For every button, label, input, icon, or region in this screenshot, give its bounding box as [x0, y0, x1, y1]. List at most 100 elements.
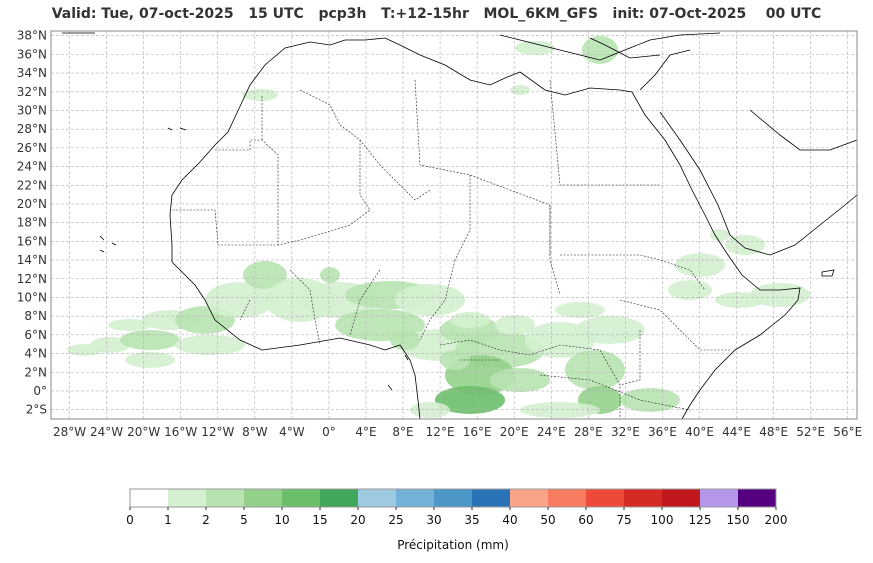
coastline-segment — [749, 109, 858, 151]
coastlines — [62, 32, 858, 420]
lon-tick-label: 8°E — [392, 425, 413, 439]
lat-tick-label: 20°N — [17, 197, 47, 211]
colorbar-outline — [129, 488, 777, 508]
lat-tick-label: 26°N — [17, 141, 47, 155]
coastline-segment — [99, 127, 409, 391]
precip-area — [575, 316, 645, 344]
precip-area — [750, 283, 810, 307]
colorbar-label: Précipitation (mm) — [397, 538, 509, 552]
border-segment — [560, 254, 706, 291]
colorbar-swatch — [586, 489, 624, 507]
lat-tick-label: 30°N — [17, 103, 47, 117]
colorbar-swatch — [548, 489, 586, 507]
lat-tick-label: 36°N — [17, 47, 47, 61]
lat-tick-label: 14°N — [17, 253, 47, 267]
precip-area — [725, 235, 765, 255]
precip-area — [620, 388, 680, 412]
colorbar: 0 1 2 5 10 15 20 25 30 35 40 50 60 75 100 125 150 200 — [126, 488, 788, 527]
precip-area — [565, 350, 625, 390]
lon-tick-label: 56°E — [833, 425, 862, 439]
coastline-segment — [639, 49, 858, 256]
colorbar-tick-label: 40 — [502, 513, 517, 527]
precip-area — [125, 352, 175, 368]
precip-area — [320, 267, 340, 283]
lon-tick-label: 12°W — [201, 425, 234, 439]
lon-tick-label: 16°E — [463, 425, 492, 439]
border-segment — [414, 79, 551, 261]
precip-area — [435, 386, 505, 414]
lon-tick-label: 12°E — [426, 425, 455, 439]
map-frame — [50, 30, 858, 420]
border-segment — [261, 89, 431, 201]
lon-tick-label: 20°W — [127, 425, 160, 439]
precip-area — [520, 402, 600, 418]
lon-tick-label: 24°W — [90, 425, 123, 439]
colorbar-tick-label: 50 — [540, 513, 555, 527]
lat-tick-label: 22°N — [17, 178, 47, 192]
border-segment — [460, 359, 691, 411]
precip-area — [175, 335, 245, 355]
coastline-segment — [589, 37, 661, 59]
border-segment — [549, 79, 660, 296]
lon-tick-label: 44°E — [722, 425, 751, 439]
colorbar-tick-label: 60 — [578, 513, 593, 527]
precip-area — [440, 350, 470, 370]
lon-tick-label: 8°W — [242, 425, 268, 439]
colorbar-swatch — [130, 489, 168, 507]
colorbar-tick-label: 30 — [426, 513, 441, 527]
colorbar-swatch — [320, 489, 358, 507]
lat-tick-label: 18°N — [17, 216, 47, 230]
country-borders — [172, 79, 730, 419]
colorbar-swatch — [396, 489, 434, 507]
lon-tick-label: 52°E — [796, 425, 825, 439]
colorbar-swatch — [738, 489, 776, 507]
lat-tick-label: 2°S — [26, 403, 47, 417]
lat-tick-label: 12°N — [17, 272, 47, 286]
graticule — [51, 31, 857, 419]
colorbar-tick-label: 200 — [765, 513, 788, 527]
colorbar-swatch — [472, 489, 510, 507]
lon-tick-label: 16°W — [164, 425, 197, 439]
precip-area — [205, 282, 275, 318]
lat-tick-label: 24°N — [17, 160, 47, 174]
precip-area — [555, 302, 605, 318]
colorbar-swatch — [282, 489, 320, 507]
colorbar-swatch — [662, 489, 700, 507]
colorbar-swatch — [700, 489, 738, 507]
lon-tick-label: 0° — [322, 425, 336, 439]
colorbar-tick-label: 150 — [727, 513, 750, 527]
colorbar-tick-label: 15 — [312, 513, 327, 527]
colorbar-swatch — [168, 489, 206, 507]
lat-tick-label: 16°N — [17, 234, 47, 248]
colorbar-tick-label: 2 — [202, 513, 210, 527]
colorbar-tick-label: 125 — [689, 513, 712, 527]
precip-area — [495, 315, 535, 335]
colorbar-tick-label: 0 — [126, 513, 134, 527]
colorbar-tick-label: 10 — [274, 513, 289, 527]
border-segment — [239, 269, 321, 346]
border-segment — [172, 139, 279, 246]
border-segment — [349, 259, 456, 341]
colorbar-tick-label: 25 — [388, 513, 403, 527]
longitude-tick-labels: 28°W 24°W 20°W 16°W 12°W 8°W 4°W 0° 4°E 8°E 12°E 16… — [53, 425, 862, 439]
precip-area — [668, 280, 712, 300]
colorbar-tick-label: 5 — [240, 513, 248, 527]
lon-tick-label: 48°E — [759, 425, 788, 439]
colorbar-tick-label: 75 — [616, 513, 631, 527]
precip-area — [395, 284, 465, 316]
lat-tick-label: 8°N — [24, 309, 47, 323]
colorbar-swatch — [434, 489, 472, 507]
precip-area — [490, 368, 550, 392]
precip-area — [410, 402, 450, 418]
colorbar-swatch — [244, 489, 282, 507]
lon-tick-label: 4°W — [279, 425, 305, 439]
precip-area — [515, 41, 555, 55]
lat-tick-label: 0° — [33, 384, 47, 398]
precip-area — [243, 261, 287, 289]
border-segment — [439, 339, 621, 419]
lat-tick-label: 6°N — [24, 328, 47, 342]
coastline-segment — [821, 269, 835, 277]
lon-tick-label: 28°W — [53, 425, 86, 439]
colorbar-tick-label: 35 — [464, 513, 479, 527]
